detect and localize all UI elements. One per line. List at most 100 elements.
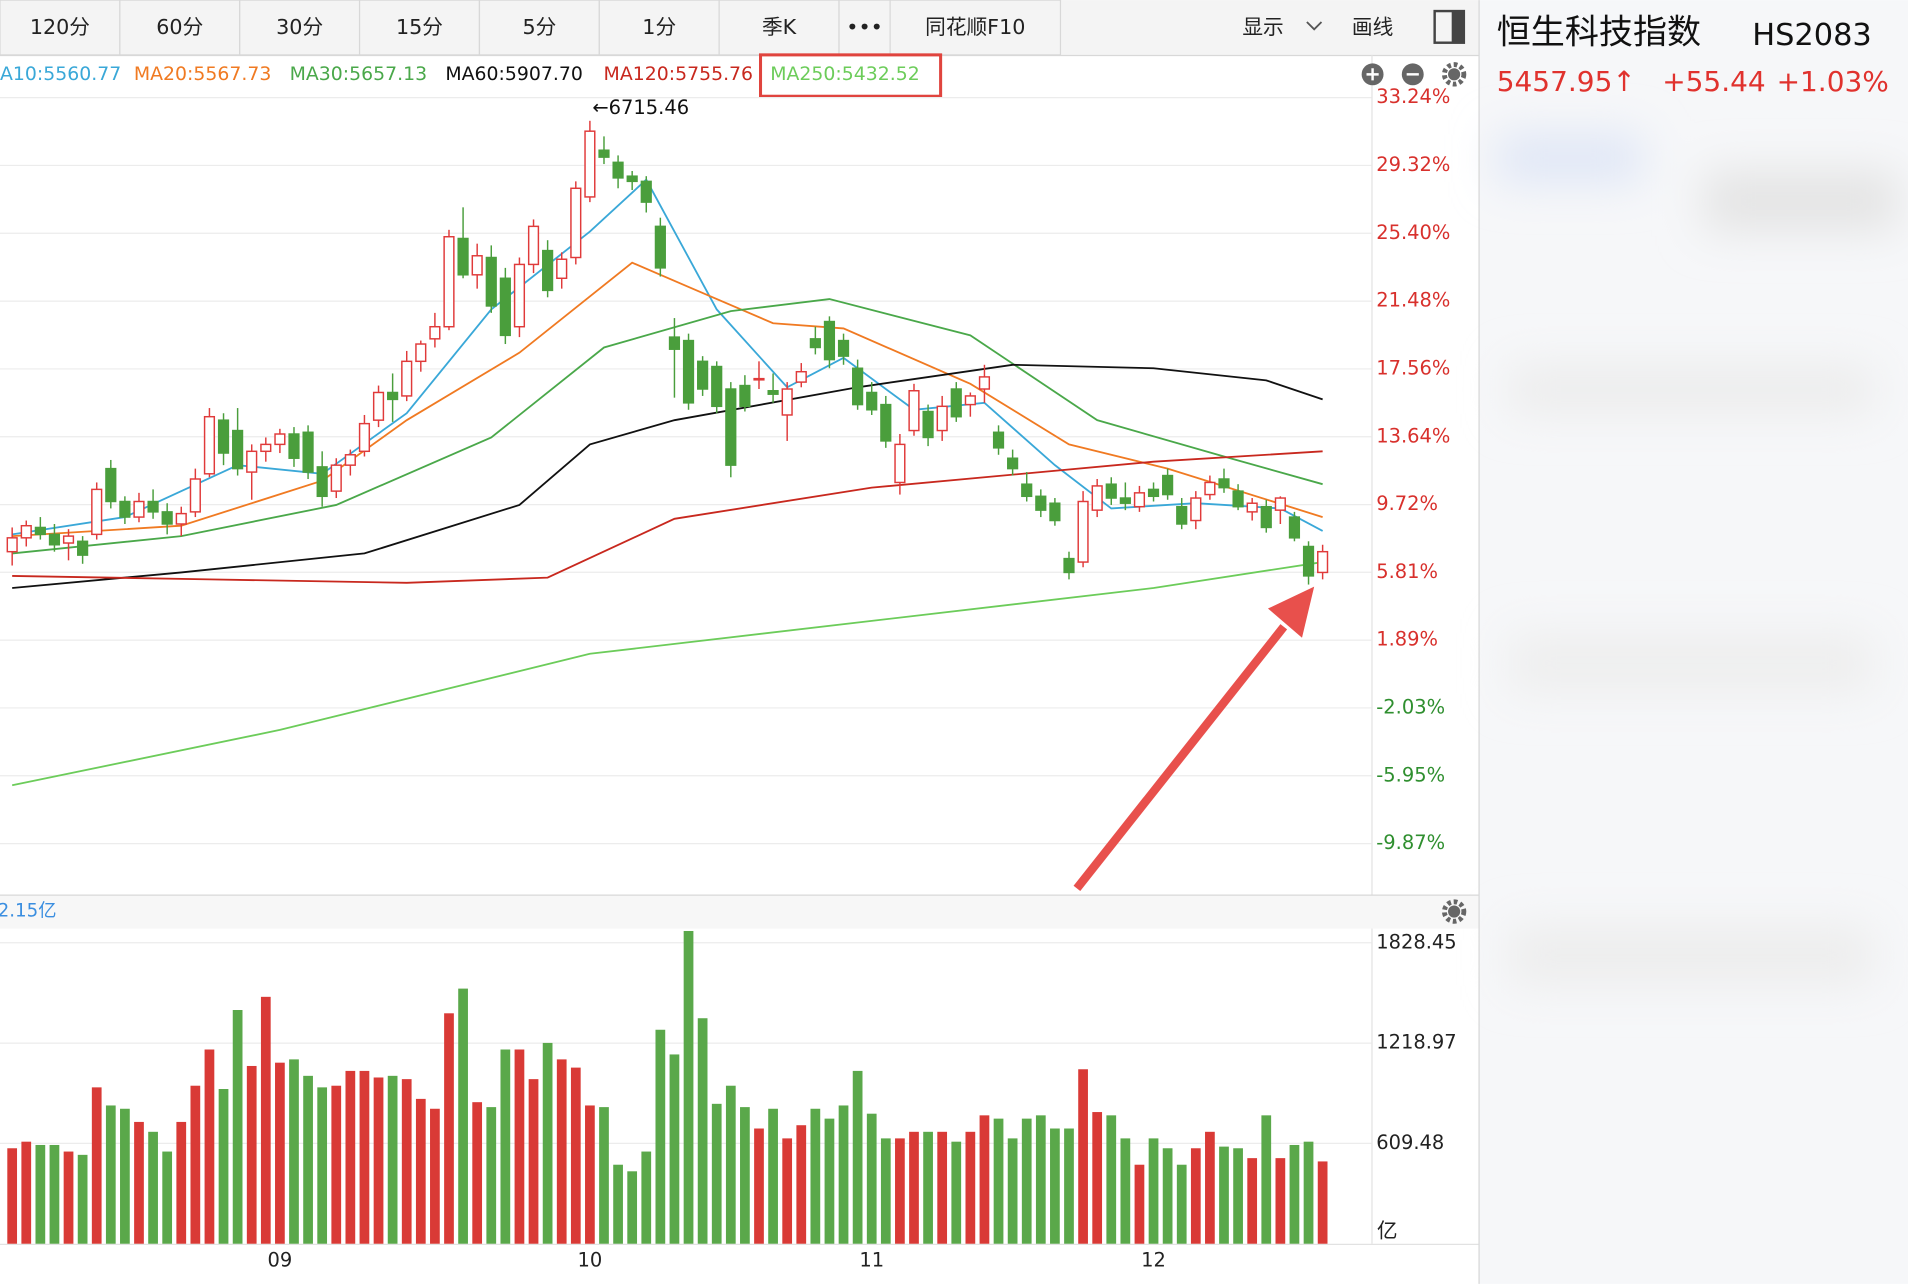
volume-bar xyxy=(895,1138,905,1244)
tab[interactable] xyxy=(718,0,840,56)
candle-body xyxy=(1260,505,1272,529)
volume-tick-label: 1828.45 xyxy=(1376,930,1456,953)
annotation: ←6715.46 xyxy=(592,96,689,119)
candle-body xyxy=(1176,505,1188,525)
candle-body xyxy=(612,161,624,179)
candle-body xyxy=(443,236,455,328)
legend-entry: MA120:5755.76 xyxy=(604,63,754,85)
legend-entry: MA30:5657.13 xyxy=(290,63,428,85)
tab-label: 1分 xyxy=(642,15,676,39)
candle-body xyxy=(795,370,807,383)
candle-body xyxy=(288,433,300,459)
volume-bar xyxy=(91,1087,102,1244)
tab[interactable] xyxy=(838,0,891,56)
volume-bar xyxy=(824,1118,835,1244)
candle-body xyxy=(992,431,1005,449)
volume-bar xyxy=(514,1049,525,1244)
volume-bar xyxy=(289,1059,299,1244)
candle-body xyxy=(1035,495,1047,511)
legend-entry: MA250:5432.52 xyxy=(770,63,920,85)
volume-bar xyxy=(810,1108,821,1244)
volume-ma-label: 2.15亿 xyxy=(0,901,56,922)
volume-bar xyxy=(1289,1144,1300,1244)
volume-bar xyxy=(768,1108,778,1244)
volume-bar xyxy=(260,996,271,1244)
candle-body xyxy=(62,535,75,544)
volume-bar xyxy=(500,1049,511,1244)
candle-body xyxy=(739,384,751,408)
display-button[interactable]: 显示 xyxy=(1242,15,1283,39)
legend-entry: MA20:5567.73 xyxy=(134,63,272,85)
candle-body xyxy=(232,429,244,470)
candle-body xyxy=(852,367,864,406)
quote-change-pct: +1.03% xyxy=(1777,65,1889,98)
candle-body xyxy=(105,467,117,503)
candle-body xyxy=(34,526,46,536)
tab[interactable] xyxy=(889,0,1062,56)
volume-bar xyxy=(1050,1128,1060,1244)
volume-bar xyxy=(1205,1131,1215,1244)
candle-body xyxy=(823,320,836,361)
candle-body xyxy=(682,339,695,404)
volume-bar xyxy=(1078,1069,1088,1244)
volume-bar xyxy=(246,1065,257,1244)
volume-bar xyxy=(63,1151,74,1244)
volume-bar xyxy=(711,1103,722,1244)
tab[interactable] xyxy=(478,0,600,56)
volume-bar xyxy=(486,1107,497,1244)
candle-body xyxy=(1246,502,1258,513)
candle-body xyxy=(978,376,991,390)
y-tick-label: 29.32% xyxy=(1376,153,1450,176)
settings[interactable] xyxy=(1441,62,1467,87)
tab[interactable] xyxy=(358,0,481,56)
volume-bar xyxy=(303,1075,313,1244)
volume-bar xyxy=(1176,1164,1187,1244)
candle-body xyxy=(711,365,723,408)
volume-bar xyxy=(979,1115,990,1244)
ma-line xyxy=(11,561,1323,787)
candle-body xyxy=(1317,550,1329,574)
tab-group: 120分 60分 30分 15分 5分 1分 季K ••• 同花顺F10 xyxy=(0,0,1062,56)
volume-bar xyxy=(359,1070,370,1244)
volume-bar xyxy=(782,1138,793,1244)
volume-bar xyxy=(1317,1161,1328,1244)
draw-button[interactable]: 画线 xyxy=(1352,15,1393,39)
candle-body xyxy=(1232,490,1244,508)
volume-bar xyxy=(866,1113,877,1244)
candle-body xyxy=(133,500,145,518)
ma-line xyxy=(12,363,1323,589)
volume-bar xyxy=(472,1102,483,1244)
candle-body xyxy=(894,443,906,484)
y-tick-label: -9.87% xyxy=(1376,831,1445,854)
volume-bar xyxy=(1275,1158,1286,1244)
volume-bar xyxy=(430,1108,440,1244)
legend-entry: MA60:5907.70 xyxy=(445,63,583,85)
candle-body xyxy=(584,130,596,198)
candle-body xyxy=(880,403,892,442)
volume-bar xyxy=(627,1171,638,1244)
volume-bar xyxy=(35,1144,46,1244)
x-tick-label: 12 xyxy=(1141,1248,1166,1271)
volume-bar xyxy=(697,1018,708,1244)
candle-body xyxy=(1162,474,1174,496)
candle-body xyxy=(725,388,737,466)
y-tick-label: 5.81% xyxy=(1376,560,1438,583)
candle-body xyxy=(1302,545,1315,577)
volume-bar xyxy=(556,1059,567,1244)
volume-bar xyxy=(77,1154,88,1244)
tab[interactable] xyxy=(598,0,720,56)
candle-body xyxy=(6,537,18,553)
volume-bar xyxy=(570,1067,581,1244)
candle-body xyxy=(1063,557,1075,574)
volume-bar xyxy=(1092,1112,1103,1244)
volume-bar xyxy=(444,1013,454,1244)
volume-bar xyxy=(1064,1128,1074,1244)
candle-body xyxy=(91,488,103,536)
volume-settings[interactable] xyxy=(1441,899,1467,924)
volume-bar xyxy=(331,1085,342,1244)
y-tick-label: -2.03% xyxy=(1376,695,1445,718)
x-tick-label: 10 xyxy=(578,1248,603,1271)
tab-label: 60分 xyxy=(156,15,203,39)
volume-bar xyxy=(7,1148,18,1244)
volume-header xyxy=(0,894,1479,929)
